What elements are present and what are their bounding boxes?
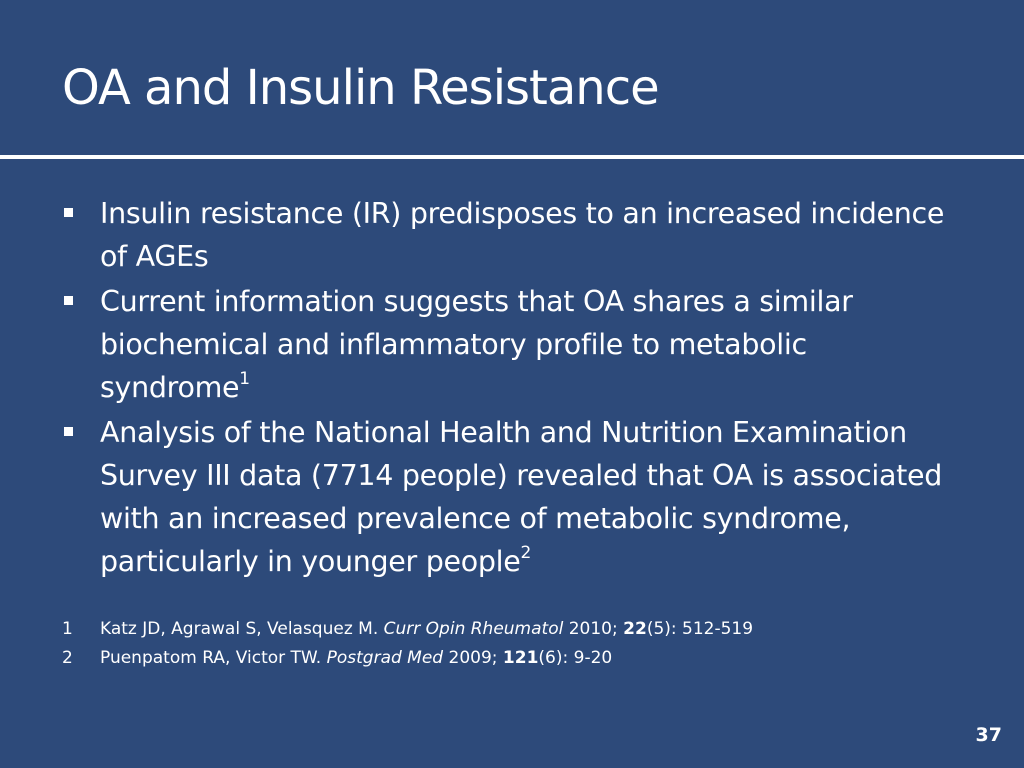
bullet-text: Analysis of the National Health and Nutr… xyxy=(100,416,943,578)
reference-authors: Katz JD, Agrawal S, Velasquez M. xyxy=(100,619,379,639)
reference-list: 1 Katz JD, Agrawal S, Velasquez M. Curr … xyxy=(62,615,962,673)
bullet-item: Insulin resistance (IR) predisposes to a… xyxy=(62,192,962,278)
square-bullet-icon xyxy=(64,296,73,305)
reference-item: 1 Katz JD, Agrawal S, Velasquez M. Curr … xyxy=(62,615,962,644)
page-number: 37 xyxy=(975,724,1002,746)
reference-year: 2010; xyxy=(568,619,618,639)
bullet-item: Current information suggests that OA sha… xyxy=(62,280,962,409)
square-bullet-icon xyxy=(64,427,73,436)
reference-year: 2009; xyxy=(448,648,498,668)
reference-pages: (6): 9-20 xyxy=(538,648,613,668)
footnote-marker: 2 xyxy=(520,542,532,563)
footnote-marker: 1 xyxy=(239,368,250,389)
reference-journal: Curr Opin Rheumatol xyxy=(383,619,564,639)
bullet-list: Insulin resistance (IR) predisposes to a… xyxy=(62,192,962,585)
title-divider xyxy=(0,155,1024,159)
bullet-text: Insulin resistance (IR) predisposes to a… xyxy=(100,197,945,273)
reference-journal: Postgrad Med xyxy=(326,648,444,668)
reference-authors: Puenpatom RA, Victor TW. xyxy=(100,648,322,668)
reference-number: 1 xyxy=(62,619,73,639)
bullet-item: Analysis of the National Health and Nutr… xyxy=(62,411,962,583)
square-bullet-icon xyxy=(64,208,73,217)
reference-number: 2 xyxy=(62,648,73,668)
reference-pages: (5): 512-519 xyxy=(646,619,754,639)
reference-item: 2 Puenpatom RA, Victor TW. Postgrad Med … xyxy=(62,644,962,673)
bullet-text: Current information suggests that OA sha… xyxy=(100,285,853,404)
reference-volume: 22 xyxy=(623,619,647,639)
reference-volume: 121 xyxy=(502,648,539,668)
slide-title: OA and Insulin Resistance xyxy=(62,60,660,116)
